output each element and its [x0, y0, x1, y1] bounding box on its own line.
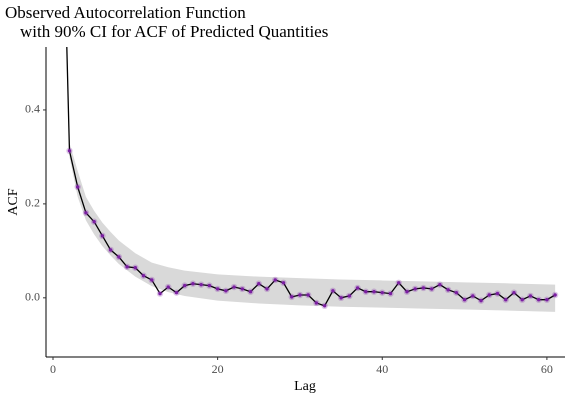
acf-point: [446, 288, 450, 292]
acf-point: [331, 289, 335, 293]
acf-point: [199, 282, 203, 287]
acf-point: [92, 220, 96, 224]
acf-point: [232, 285, 236, 289]
acf-point: [405, 290, 409, 294]
y-axis-label: ACF: [6, 188, 21, 215]
acf-point: [421, 286, 426, 290]
acf-point: [347, 294, 352, 298]
x-tick-label: 20: [212, 362, 224, 376]
acf-point: [100, 234, 105, 238]
acf-point: [215, 287, 220, 291]
acf-point: [166, 285, 170, 289]
acf-point: [528, 294, 533, 298]
acf-point: [372, 290, 376, 294]
x-tick-label: 60: [541, 362, 553, 376]
acf-point: [67, 149, 72, 153]
acf-point: [355, 286, 360, 290]
acf-point: [257, 282, 261, 286]
acf-point: [108, 248, 113, 252]
acf-point: [273, 278, 277, 282]
ci-band: [69, 142, 556, 312]
x-tick-label: 40: [376, 362, 388, 376]
acf-point: [183, 283, 187, 288]
acf-point: [504, 297, 508, 302]
acf-point: [306, 293, 310, 297]
acf-point: [298, 293, 302, 297]
acf-point: [479, 298, 483, 303]
acf-point: [207, 283, 212, 288]
acf-point: [133, 266, 138, 270]
x-tick-label: 0: [50, 362, 56, 376]
acf-point: [413, 287, 417, 291]
plot-area: [66, 47, 559, 312]
chart-title: Observed Autocorrelation Function: [5, 3, 246, 22]
y-tick-label: 0.4: [25, 102, 40, 116]
chart-subtitle: with 90% CI for ACF of Predicted Quantit…: [20, 22, 328, 41]
acf-point: [495, 291, 500, 296]
acf-point: [512, 290, 516, 295]
y-tick-label: 0.2: [25, 196, 40, 210]
acf-point: [158, 291, 162, 296]
acf-point: [240, 287, 245, 291]
x-axis-label: Lag: [294, 379, 316, 394]
acf-point: [265, 287, 269, 291]
acf-point: [536, 297, 541, 302]
acf-point: [290, 295, 294, 299]
acf-point: [224, 289, 228, 293]
acf-point: [438, 282, 442, 287]
acf-point: [339, 296, 343, 300]
acf-point: [75, 185, 80, 189]
acf-point: [191, 282, 195, 286]
acf-point: [429, 287, 434, 291]
acf-point: [462, 297, 467, 302]
acf-point: [281, 281, 286, 285]
acf-point: [174, 290, 179, 295]
acf-point: [117, 255, 121, 259]
acf-point: [150, 278, 154, 282]
acf-point: [553, 293, 557, 297]
acf-point: [125, 265, 129, 269]
acf-point: [454, 290, 459, 295]
acf-point: [545, 297, 549, 302]
acf-point: [471, 294, 475, 298]
y-tick-label: 0.0: [25, 290, 40, 304]
acf-point: [520, 297, 524, 302]
acf-point: [322, 304, 327, 308]
acf-point: [248, 290, 253, 294]
acf-point: [388, 291, 393, 296]
acf-point: [314, 301, 319, 305]
acf-point: [141, 274, 146, 278]
acf-point: [380, 290, 384, 295]
acf-point: [84, 211, 88, 215]
acf-point: [364, 290, 368, 294]
acf-point: [487, 293, 491, 297]
acf-point: [397, 281, 401, 285]
